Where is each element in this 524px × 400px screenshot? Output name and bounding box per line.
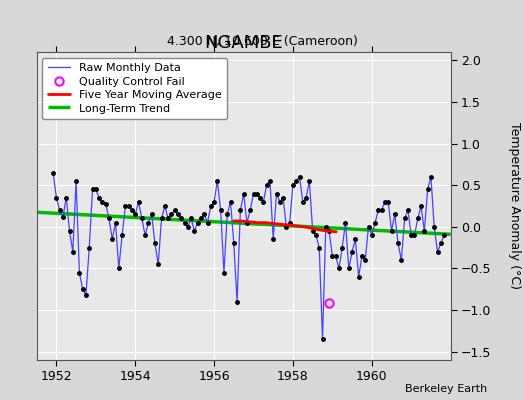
Raw Monthly Data bbox=[319, 337, 325, 342]
Raw Monthly Data bbox=[155, 262, 161, 267]
Five Year Moving Average bbox=[310, 226, 316, 231]
Five Year Moving Average bbox=[238, 218, 245, 223]
Five Year Moving Average bbox=[246, 220, 253, 224]
Raw Monthly Data bbox=[431, 224, 438, 229]
Five Year Moving Average bbox=[278, 222, 284, 227]
Raw Monthly Data bbox=[362, 258, 368, 262]
Line: Raw Monthly Data: Raw Monthly Data bbox=[53, 173, 444, 339]
Five Year Moving Average bbox=[231, 218, 237, 223]
Five Year Moving Average bbox=[270, 221, 276, 226]
Title: NGAMBE: NGAMBE bbox=[204, 34, 283, 52]
Raw Monthly Data bbox=[132, 212, 138, 217]
Y-axis label: Temperature Anomaly (°C): Temperature Anomaly (°C) bbox=[508, 122, 521, 290]
Five Year Moving Average bbox=[325, 228, 332, 233]
Five Year Moving Average bbox=[302, 224, 308, 229]
Raw Monthly Data bbox=[441, 233, 447, 238]
Raw Monthly Data bbox=[50, 170, 56, 175]
Five Year Moving Average bbox=[254, 220, 260, 225]
Text: 4.300 N, 10.600 E (Cameroon): 4.300 N, 10.600 E (Cameroon) bbox=[167, 36, 357, 48]
Line: Five Year Moving Average: Five Year Moving Average bbox=[234, 221, 336, 232]
Five Year Moving Average bbox=[333, 230, 340, 234]
Legend: Raw Monthly Data, Quality Control Fail, Five Year Moving Average, Long-Term Tren: Raw Monthly Data, Quality Control Fail, … bbox=[42, 58, 227, 119]
Raw Monthly Data bbox=[323, 224, 329, 229]
Five Year Moving Average bbox=[286, 223, 292, 228]
Text: Berkeley Earth: Berkeley Earth bbox=[405, 384, 487, 394]
Raw Monthly Data bbox=[267, 179, 273, 184]
Five Year Moving Average bbox=[294, 224, 300, 228]
Five Year Moving Average bbox=[262, 220, 268, 225]
Five Year Moving Average bbox=[318, 228, 324, 232]
